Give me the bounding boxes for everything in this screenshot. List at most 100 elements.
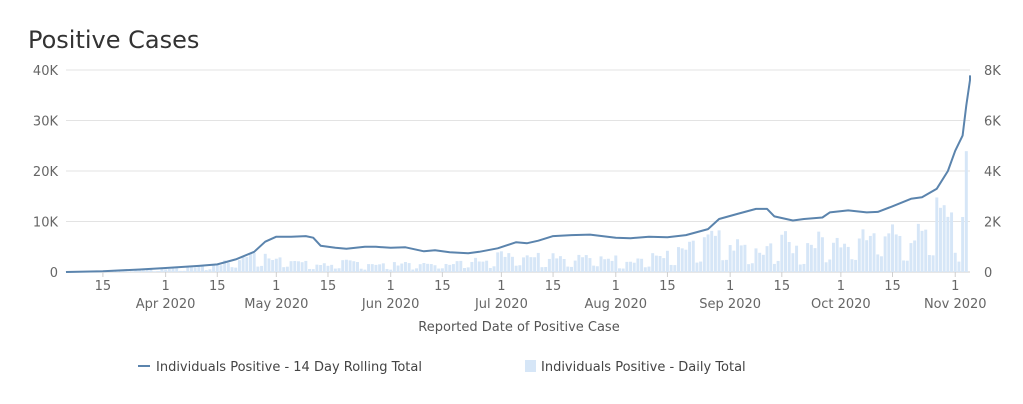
daily-bar [931,255,935,272]
daily-bar [175,268,179,272]
daily-bar [894,234,898,272]
daily-bar [629,261,633,272]
daily-bar [732,250,736,272]
x-tick-label: 1 [272,279,280,294]
daily-bar [946,216,950,272]
legend-item-daily-total[interactable]: Individuals Positive - Daily Total [525,360,746,375]
y-left-tick-label: 20K [33,165,59,180]
daily-bar [230,267,234,272]
daily-bar [710,230,714,272]
daily-bar [356,262,359,272]
daily-bar [448,264,452,272]
daily-bar [883,236,887,272]
daily-bar [558,256,562,272]
daily-bar [905,260,909,272]
daily-bar [249,253,252,272]
daily-bar [610,260,614,272]
daily-bar [492,266,496,272]
legend-label-rolling-total: Individuals Positive - 14 Day Rolling To… [156,360,422,375]
daily-bar [861,229,865,272]
daily-bar [293,260,297,272]
daily-bar [437,268,441,272]
daily-bar [891,224,894,272]
daily-bar [913,240,917,272]
daily-bar [510,256,514,272]
daily-bar [662,258,666,272]
daily-bar [606,258,610,272]
daily-bar [322,263,326,272]
daily-bar [772,263,776,272]
daily-bar [171,268,175,272]
daily-bar [367,264,371,272]
daily-bar [186,266,190,272]
legend-bar-swatch [525,360,536,372]
x-tick-label: 1 [161,279,169,294]
daily-bar [813,248,817,272]
daily-bar [308,268,312,272]
legend-item-rolling-total[interactable]: Individuals Positive - 14 Day Rolling To… [138,360,422,375]
daily-bar [333,268,337,272]
daily-bar [529,257,533,272]
daily-bar [422,263,426,272]
x-tick-label: 15 [434,279,451,294]
daily-bar [300,262,304,272]
rolling-total-line[interactable] [65,75,971,273]
daily-bar [909,243,913,272]
daily-bar [953,252,957,272]
daily-bar [197,266,201,272]
daily-bar [769,243,773,272]
daily-bar [868,235,872,272]
daily-bar [533,257,537,272]
daily-bar [780,234,784,272]
y-right-tick-label: 6K [984,115,1001,130]
daily-bar [647,266,651,272]
daily-bar [374,264,378,272]
daily-bar [167,268,171,272]
daily-bar [311,269,315,272]
daily-bar [429,264,433,272]
legend-label-daily-total: Individuals Positive - Daily Total [541,360,746,375]
daily-bar [577,254,581,272]
x-tick-label: 15 [545,279,562,294]
daily-bar [403,261,407,272]
daily-bar [381,263,385,272]
daily-bar [706,234,710,272]
x-tick-month-label: Jun 2020 [361,297,420,312]
y-left-tick-label: 40K [33,64,59,79]
daily-bar [787,242,791,272]
daily-bar [665,250,669,272]
daily-bar [603,259,607,272]
daily-bar [961,216,965,272]
daily-bar [876,254,880,272]
daily-bar [337,268,341,272]
daily-bar [879,256,883,272]
daily-bar [750,263,754,272]
daily-bar [201,266,204,272]
daily-bar [164,269,168,272]
daily-bar [234,267,238,272]
x-tick-label: 15 [209,279,226,294]
daily-bar [271,260,275,272]
daily-bar [584,255,588,272]
daily-bar [455,261,459,272]
x-tick-month-label: Aug 2020 [584,297,647,312]
daily-bar [673,265,677,272]
daily-bar [499,251,503,272]
daily-bar [153,271,157,272]
daily-bar [544,266,548,272]
daily-bar [352,261,356,272]
x-axis: 15 1 Apr 2020 15 1 May 2020 15 1 Jun 2020 15 1 Jul … [95,272,987,312]
daily-bar [824,262,828,272]
x-tick-label: 15 [659,279,676,294]
daily-bar [721,260,725,272]
daily-bar [378,264,382,272]
daily-bar [654,255,658,272]
x-tick-label: 1 [497,279,505,294]
daily-bar [677,247,680,272]
x-tick-label: 15 [320,279,337,294]
daily-bar [761,254,765,272]
daily-bar [902,260,906,272]
daily-bar [385,268,389,272]
daily-bar [540,267,544,272]
